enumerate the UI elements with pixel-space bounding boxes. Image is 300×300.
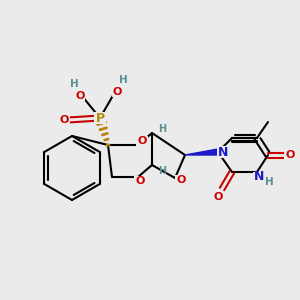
Text: O: O: [59, 115, 69, 125]
Text: O: O: [135, 176, 145, 186]
FancyBboxPatch shape: [217, 146, 229, 158]
Text: P: P: [95, 112, 105, 124]
Text: H: H: [158, 124, 166, 134]
FancyBboxPatch shape: [212, 192, 224, 202]
Text: N: N: [254, 170, 264, 184]
FancyBboxPatch shape: [253, 172, 265, 182]
Text: O: O: [213, 192, 223, 202]
FancyBboxPatch shape: [112, 87, 122, 97]
Text: O: O: [285, 150, 295, 160]
Text: H: H: [118, 75, 127, 85]
Text: O: O: [176, 175, 186, 185]
Text: O: O: [112, 87, 122, 97]
FancyBboxPatch shape: [58, 115, 70, 125]
Text: N: N: [218, 146, 228, 158]
FancyBboxPatch shape: [75, 91, 85, 101]
FancyBboxPatch shape: [94, 112, 106, 124]
Text: O: O: [75, 91, 85, 101]
Text: O: O: [137, 136, 147, 146]
FancyBboxPatch shape: [284, 150, 296, 160]
FancyBboxPatch shape: [175, 175, 187, 185]
Text: H: H: [265, 177, 273, 187]
FancyBboxPatch shape: [136, 136, 148, 146]
FancyBboxPatch shape: [134, 176, 146, 186]
Text: H: H: [70, 79, 78, 89]
Text: H: H: [158, 166, 166, 176]
Polygon shape: [185, 149, 218, 155]
